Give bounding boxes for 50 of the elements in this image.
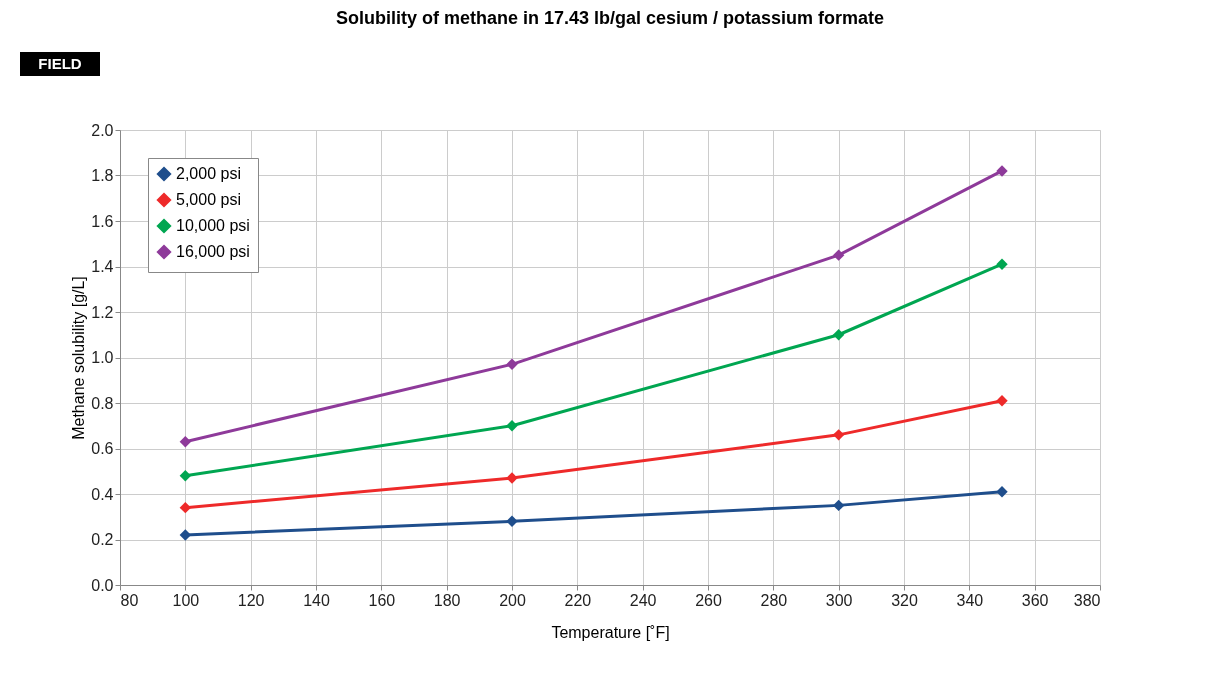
point <box>506 472 518 484</box>
y-tick-label: 0.8 <box>91 394 114 412</box>
chart-title: Solubility of methane in 17.43 lb/gal cesium / potassium formate <box>335 8 885 28</box>
x-tick-label: 340 <box>956 591 984 609</box>
text: FIELD <box>38 55 82 72</box>
x-tick-label: 300 <box>825 591 853 609</box>
point <box>996 395 1008 407</box>
x-tick-label: 360 <box>1021 591 1049 609</box>
x-tick-label: 180 <box>433 591 461 609</box>
x-tick-label: 280 <box>760 591 788 609</box>
point <box>832 429 845 441</box>
point <box>832 329 845 341</box>
x-axis-title: Temperature [˚F] <box>551 623 670 641</box>
point <box>996 486 1008 498</box>
point <box>996 165 1008 177</box>
point <box>832 499 845 512</box>
legend-label: 5,000 psi <box>176 191 241 208</box>
y-tick-label: 0.2 <box>91 531 114 548</box>
y-tick-label: 1.0 <box>91 349 114 366</box>
point <box>506 358 518 371</box>
point <box>506 420 518 432</box>
x-tick-label: 320 <box>891 591 918 609</box>
point <box>996 258 1008 270</box>
y-tick-label: 0.6 <box>91 440 114 457</box>
x-tick-label: 160 <box>368 591 396 609</box>
legend-label: 16,000 psi <box>176 243 250 260</box>
y-tick-label: 0.0 <box>91 576 114 594</box>
point <box>506 515 518 527</box>
point <box>832 249 845 261</box>
x-tick-label: 220 <box>564 591 592 609</box>
x-tick-label: 120 <box>237 591 265 609</box>
y-tick-label: 1.6 <box>91 212 114 230</box>
x-tick-label: 100 <box>172 591 200 609</box>
y-tick-label: 0.4 <box>91 485 114 503</box>
x-tick-label: 80 <box>120 591 139 609</box>
x-tick-label: 240 <box>629 591 657 609</box>
legend-label: 10,000 psi <box>176 217 250 234</box>
x-tick-label: 140 <box>303 591 330 609</box>
y-tick-label: 1.2 <box>91 303 114 321</box>
y-axis-title: Methane solubility [g/L] <box>70 276 88 440</box>
y-tick-label: 1.4 <box>91 258 114 275</box>
x-tick-label: 380 <box>1073 591 1101 609</box>
point <box>179 501 192 514</box>
legend-label: 2,000 psi <box>176 165 241 182</box>
y-tick-label: 2.0 <box>91 121 114 139</box>
point <box>179 435 192 448</box>
x-tick-label: 260 <box>695 591 722 609</box>
x-tick-label: 200 <box>499 591 526 609</box>
point <box>179 470 192 482</box>
y-tick-label: 1.8 <box>91 167 114 184</box>
